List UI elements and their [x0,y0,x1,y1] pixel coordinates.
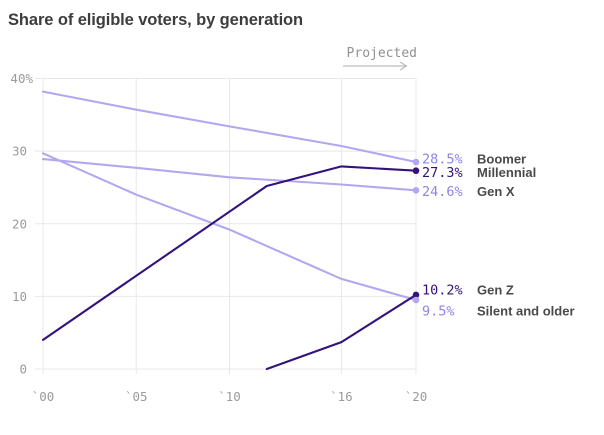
series-line-boomer [41,90,418,164]
series-name-gen-z: Gen Z [477,282,514,297]
series-name-millennial: Millennial [477,165,536,180]
series-line-silent-and-older [41,152,418,302]
series-dot-gen-z [412,291,420,299]
projected-arrow-icon [343,61,408,71]
series-name-boomer: Boomer [477,152,526,167]
x-tick-label: `05 [125,389,148,404]
series-value-gen-z: 10.2% [422,282,463,298]
series-layer [41,90,420,371]
series-line-millennial [41,165,418,341]
grid-layer [35,78,417,374]
series-value-gen-x: 24.6% [422,184,463,200]
y-tick-label: 0 [19,362,27,377]
series-value-boomer: 28.5% [422,152,463,168]
y-tick-label: 30 [12,144,27,159]
y-tick-label: 10 [12,289,27,304]
series-value-millennial: 27.3% [422,165,463,181]
end-labels-layer: 28.5% Boomer 27.3% Millennial 24.6% Gen X 10.2… [422,152,575,320]
series-name-gen-x: Gen X [477,184,515,199]
series-dot-boomer [412,158,420,166]
series-value-silent-and-older: 9.5% [422,304,455,320]
series-dot-gen-x [412,187,420,194]
chart-title: Share of eligible voters, by generation [8,11,304,29]
x-tick-label: `00 [32,389,55,404]
series-line-gen-z [265,293,418,371]
x-tick-label: `10 [218,389,241,404]
axis-ticks-layer: 40% 30 20 10 0 `00 `05 `10 `16 `20 [10,71,427,404]
x-tick-label: `20 [405,389,428,404]
y-tick-label: 20 [12,216,27,231]
x-tick-label: `16 [330,389,353,404]
y-tick-label: 40% [10,71,33,86]
series-dot-millennial [412,167,420,175]
series-line-gen-x [41,158,418,192]
series-dot-silent-and-older [412,296,420,304]
series-name-silent-and-older: Silent and older [477,304,575,319]
projected-label: Projected [347,46,417,61]
